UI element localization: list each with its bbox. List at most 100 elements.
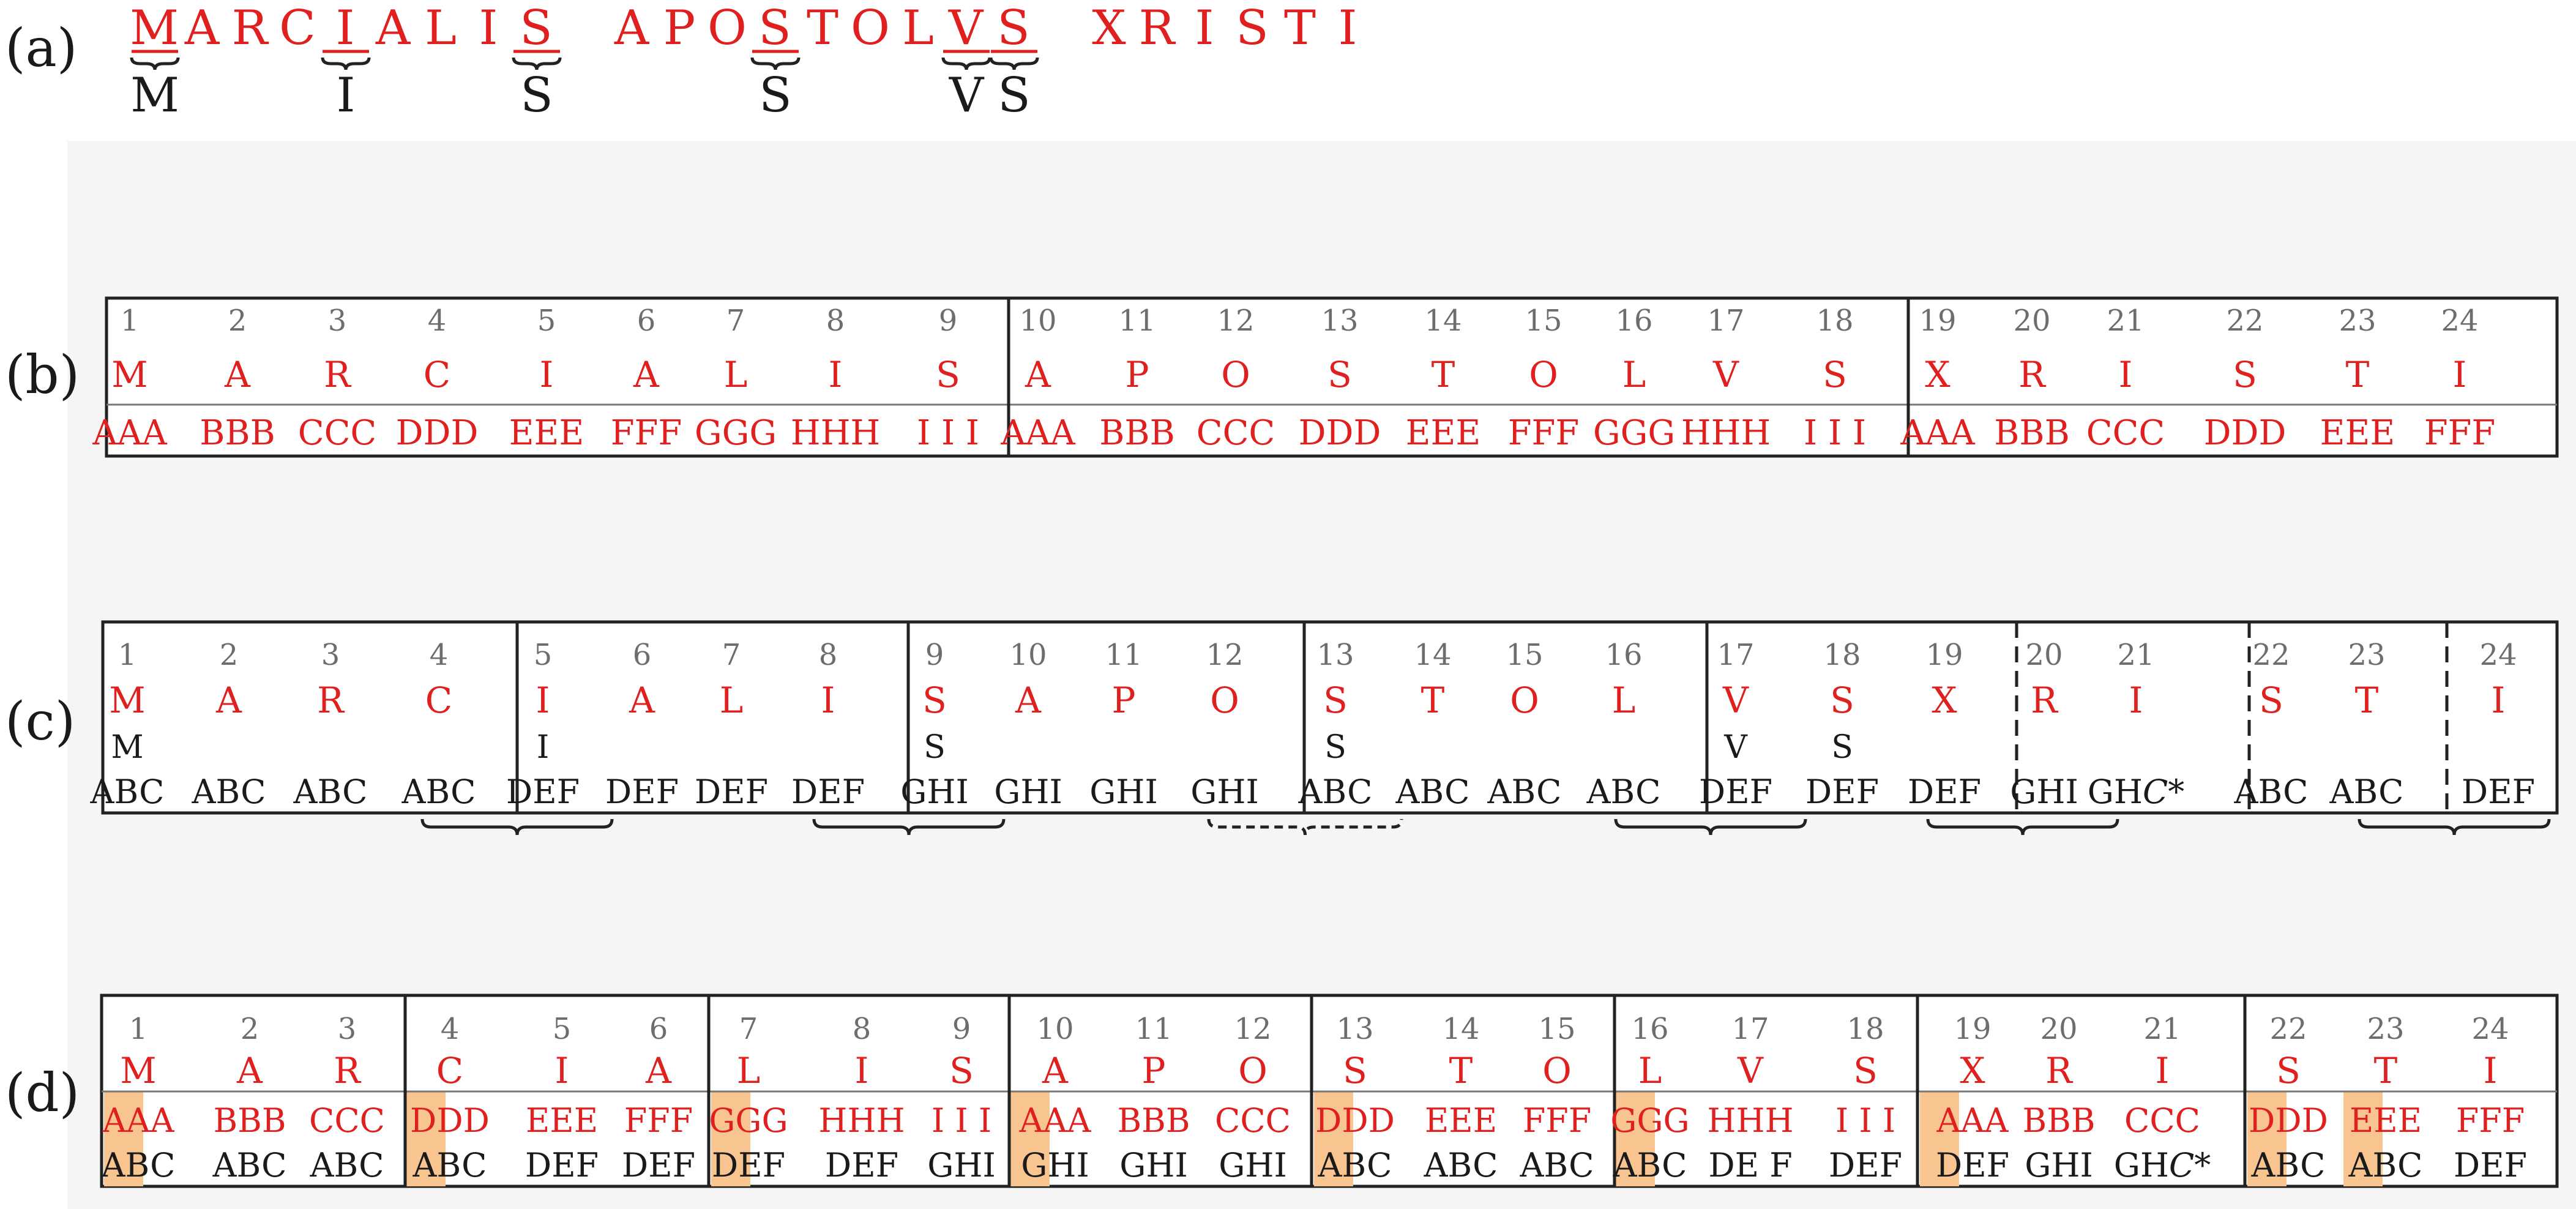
column-number: 14 [1442,1012,1479,1046]
column-number: 5 [553,1012,572,1046]
sequence-letter: O [851,1,891,56]
code-triplet-top: AAA [1936,1101,2009,1140]
grouping-brace [1614,818,1807,836]
code-triplet-bottom: DEF [1829,1146,1902,1185]
sequence-letter: S [997,1,1031,56]
column-number: 14 [1414,638,1451,672]
selected-letter: M [130,68,179,123]
sequence-letter: A [224,354,251,395]
sequence-letter: M [130,1,180,56]
code-triplet-top: AAA [102,1101,175,1140]
selection-brace [512,57,562,70]
column-number: 10 [1009,638,1047,672]
code-triplet: DEF [1699,773,1772,811]
column-number: 16 [1631,1012,1668,1046]
highlight-cell [104,1091,143,1186]
column-number: 2 [228,304,247,338]
code-triplet: AAA [1000,413,1075,453]
selected-letter: S [1831,729,1853,766]
sequence-letter: X [1925,354,1951,395]
column-number: 8 [819,638,838,672]
code-triplet-bottom: ABC [101,1146,176,1185]
sequence-letter: I [2119,354,2133,395]
code-triplet: FFF [1508,413,1580,453]
code-triplet: EEE [509,413,584,453]
grouping-brace [420,818,614,836]
code-triplet: DEF [1908,773,1981,811]
selection-brace [750,57,801,70]
sequence-letter: M [120,1050,156,1091]
sequence-letter: X [1932,679,1957,721]
selection-brace [941,57,991,70]
code-triplet: DDD [2204,413,2287,453]
column-number: 15 [1506,638,1543,672]
sequence-letter: I [479,1,499,56]
column-number: 13 [1316,638,1354,672]
code-triplet-bottom: ABC [1318,1146,1392,1185]
sequence-letter: S [1823,354,1847,395]
sequence-letter: A [375,1,411,56]
column-number: 24 [2441,304,2478,338]
panel-a: M A R C I A L I S A P O S T O L V S X R I S T IM I S S V S [130,1,1357,123]
column-number: 23 [2367,1012,2404,1046]
code-triplet-top: HHH [1707,1101,1793,1140]
code-triplet-top: I I I [1835,1101,1895,1140]
sequence-letter: V [948,1,984,56]
sequence-letter: S [520,1,553,56]
column-number: 22 [2252,638,2290,672]
column-number: 4 [441,1012,460,1046]
sequence-letter: V [1722,679,1749,721]
sequence-letter: A [184,1,220,56]
code-triplet: DEF [605,773,679,811]
code-triplet-top: AAA [1019,1101,1092,1140]
column-number: 5 [537,304,556,338]
code-triplet: GHC* [2088,773,2185,811]
panel-label-b: (b) [5,345,80,406]
column-number: 4 [430,638,449,672]
code-triplet: CCC [1197,413,1275,453]
column-number: 9 [939,304,958,338]
highlight-cell [2343,1091,2383,1186]
sequence-letter: T [1449,1050,1473,1091]
code-triplet-top: BBB [213,1101,286,1140]
code-triplet: BBB [1994,413,2069,453]
sequence-letter: C [279,1,317,56]
code-triplet-bottom: GHI [1119,1146,1188,1185]
column-number: 24 [2479,638,2517,672]
code-triplet-bottom: ABC [1424,1146,1498,1185]
sequence-letter: C [424,354,450,395]
code-triplet: I I I [1804,413,1866,453]
sequence-letter: I [336,1,356,56]
selected-letter: V [949,68,985,123]
sequence-letter: A [215,679,242,721]
column-number: 9 [925,638,944,672]
column-number: 22 [2269,1012,2307,1046]
column-number: 15 [1525,304,1562,338]
code-suffix: C* [2169,1146,2211,1185]
selected-letter: I [537,729,550,766]
column-number: 23 [2348,638,2385,672]
code-triplet-top: EEE [526,1101,598,1140]
code-triplet: I I I [917,413,979,453]
sequence-letter: S [2233,354,2257,395]
sequence-letter: I [555,1050,569,1091]
column-number: 22 [2226,304,2263,338]
selected-letter: S [924,729,946,766]
code-triplet-top: CCC [309,1101,385,1140]
code-triplet: ABC [2234,773,2309,811]
grouping-brace [1207,818,1403,836]
column-number: 13 [1336,1012,1373,1046]
column-number: 11 [1105,638,1142,672]
code-triplet: EEE [1406,413,1481,453]
sequence-letter: A [629,679,655,721]
column-number: 15 [1538,1012,1575,1046]
selection-brace [130,57,180,70]
sequence-letter: X [1960,1050,1985,1091]
code-triplet-bottom: ABC [2251,1146,2326,1185]
code-triplet: GGG [1593,413,1675,453]
sequence-letter: L [425,1,458,56]
sequence-letter: R [2031,679,2059,721]
code-triplet: BBB [1099,413,1174,453]
column-number: 18 [1846,1012,1884,1046]
